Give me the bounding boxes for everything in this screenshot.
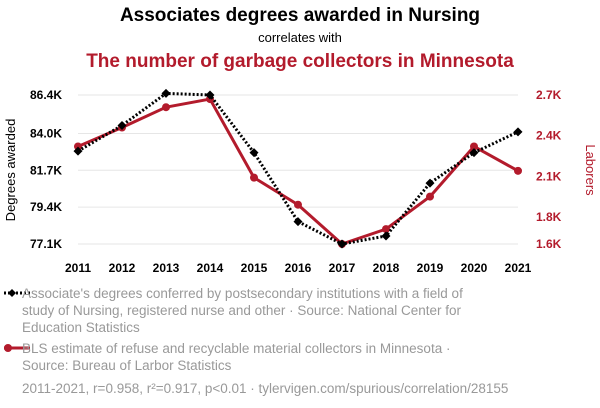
x-tick-label: 2011 xyxy=(65,261,91,275)
series-2-point xyxy=(382,225,390,234)
series-1-point xyxy=(73,146,83,156)
x-tick-label: 2012 xyxy=(109,261,136,275)
left-tick-label: 81.7K xyxy=(30,163,62,177)
left-tick-label: 79.4K xyxy=(30,200,62,214)
series-1-point xyxy=(205,90,215,100)
right-tick-label: 1.6K xyxy=(536,237,562,251)
x-tick-label: 2020 xyxy=(461,261,488,275)
series-2-point xyxy=(514,166,522,175)
legend-marker-1 xyxy=(8,289,16,297)
series-1-point xyxy=(117,120,127,130)
right-axis-label: Laborers xyxy=(583,144,598,196)
legend-item-2-line-1: BLS estimate of refuse and recyclable ma… xyxy=(22,341,450,356)
legend-item-1-line-2: study of Nursing, registered nurse and o… xyxy=(22,303,461,318)
series-1-point xyxy=(293,217,303,227)
series-1-point xyxy=(337,239,347,249)
series-1-line xyxy=(77,91,519,246)
x-tick-label: 2018 xyxy=(373,261,400,275)
x-tick-label: 2014 xyxy=(197,261,224,275)
x-tick-label: 2021 xyxy=(505,261,532,275)
chart-footer: 2011-2021, r=0.958, r²=0.917, p<0.01 · t… xyxy=(22,381,508,396)
x-tick-label: 2013 xyxy=(153,261,180,275)
chart-connector: correlates with xyxy=(258,30,342,45)
left-axis-ticks: 77.1K 79.4K 81.7K 84.0K 86.4K xyxy=(30,88,62,251)
left-tick-label: 77.1K xyxy=(30,237,62,251)
series-2-point xyxy=(74,142,82,151)
x-tick-label: 2016 xyxy=(285,261,312,275)
legend-item-1-line-3: Education Statistics xyxy=(22,320,140,335)
x-tick-label: 2017 xyxy=(329,261,356,275)
series-2-point xyxy=(250,173,258,182)
x-tick-label: 2019 xyxy=(417,261,444,275)
chart-title-2: The number of garbage collectors in Minn… xyxy=(86,51,514,72)
left-axis-label: Degrees awarded xyxy=(3,119,18,222)
series-2-point xyxy=(426,192,434,201)
series-1-point xyxy=(513,127,523,137)
x-axis-ticks: 2011 2012 2013 2014 2015 2016 2017 2018 2019 2020… xyxy=(65,261,532,275)
legend-marker-2 xyxy=(4,344,12,352)
right-tick-label: 1.8K xyxy=(536,210,562,224)
chart-title: Associates degrees awarded in Nursing xyxy=(120,5,480,26)
legend-item-1-line-1: Associate's degrees conferred by postsec… xyxy=(22,286,463,301)
series-1-point xyxy=(381,231,391,241)
x-tick-label: 2015 xyxy=(241,261,268,275)
left-tick-label: 84.0K xyxy=(30,126,62,140)
legend-item-2-line-2: Source: Bureau of Larbor Statistics xyxy=(22,358,232,373)
series-1-point xyxy=(161,88,171,98)
series-1-point xyxy=(249,148,259,158)
right-tick-label: 2.1K xyxy=(536,169,562,183)
right-tick-label: 2.7K xyxy=(536,88,562,102)
grid-layer xyxy=(78,94,518,245)
series-1-point xyxy=(425,178,435,188)
series-layer xyxy=(73,88,523,249)
right-tick-label: 2.4K xyxy=(536,129,562,143)
series-2-point xyxy=(470,142,478,151)
series-2-point xyxy=(294,200,302,209)
series-1-point xyxy=(469,148,479,158)
series-2-point xyxy=(162,103,170,112)
right-axis-ticks: 1.6K 1.8K 2.1K 2.4K 2.7K xyxy=(536,88,562,251)
left-tick-label: 86.4K xyxy=(30,88,62,102)
